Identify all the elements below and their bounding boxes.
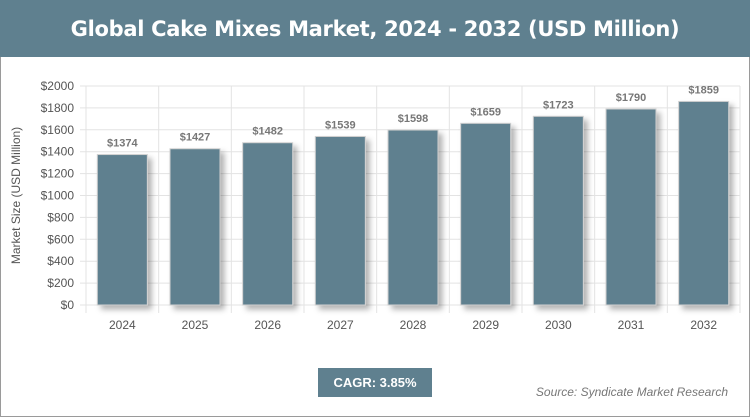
bar-2030: [532, 115, 584, 306]
source-note: Source: Syndicate Market Research: [535, 385, 728, 399]
y-axis-label: Market Size (USD Million): [9, 127, 23, 264]
bar-2029: [460, 122, 512, 306]
cagr-badge: CAGR: 3.85%: [318, 368, 432, 397]
y-tick-label: $200: [47, 276, 74, 290]
y-tick-label: $1200: [41, 167, 75, 181]
chart-title: Global Cake Mixes Market, 2024 - 2032 (U…: [0, 0, 750, 57]
data-label: $1539: [325, 119, 356, 131]
data-label: $1598: [398, 113, 429, 125]
x-tick-label: 2029: [472, 318, 499, 332]
bar-2032: [678, 100, 730, 306]
bar-2031: [605, 108, 657, 306]
y-tick-label: $1600: [41, 123, 75, 137]
bar-2025: [169, 148, 221, 306]
data-label: $1859: [688, 84, 719, 96]
x-tick-label: 2024: [109, 318, 136, 332]
y-tick-label: $1400: [41, 145, 75, 159]
y-tick-label: $1800: [41, 101, 75, 115]
bar-2026: [242, 142, 294, 306]
data-label: $1482: [252, 126, 283, 138]
x-tick-label: 2032: [690, 318, 717, 332]
bar-2024: [96, 154, 148, 306]
x-tick-label: 2027: [327, 318, 354, 332]
x-tick-label: 2028: [400, 318, 427, 332]
bar-2027: [314, 135, 366, 306]
data-label: $1723: [543, 99, 574, 111]
x-tick-label: 2025: [182, 318, 209, 332]
y-tick-label: $0: [61, 298, 75, 312]
bar-2028: [387, 129, 439, 306]
y-tick-label: $2000: [41, 79, 75, 93]
x-tick-label: 2031: [618, 318, 645, 332]
data-label: $1790: [616, 92, 647, 104]
y-tick-label: $800: [47, 210, 74, 224]
y-tick-label: $600: [47, 232, 74, 246]
y-tick-label: $1000: [41, 189, 75, 203]
x-tick-label: 2026: [254, 318, 281, 332]
data-label: $1374: [107, 138, 138, 150]
data-label: $1659: [470, 106, 501, 118]
data-label: $1427: [180, 132, 211, 144]
y-tick-label: $400: [47, 254, 74, 268]
x-tick-label: 2030: [545, 318, 572, 332]
